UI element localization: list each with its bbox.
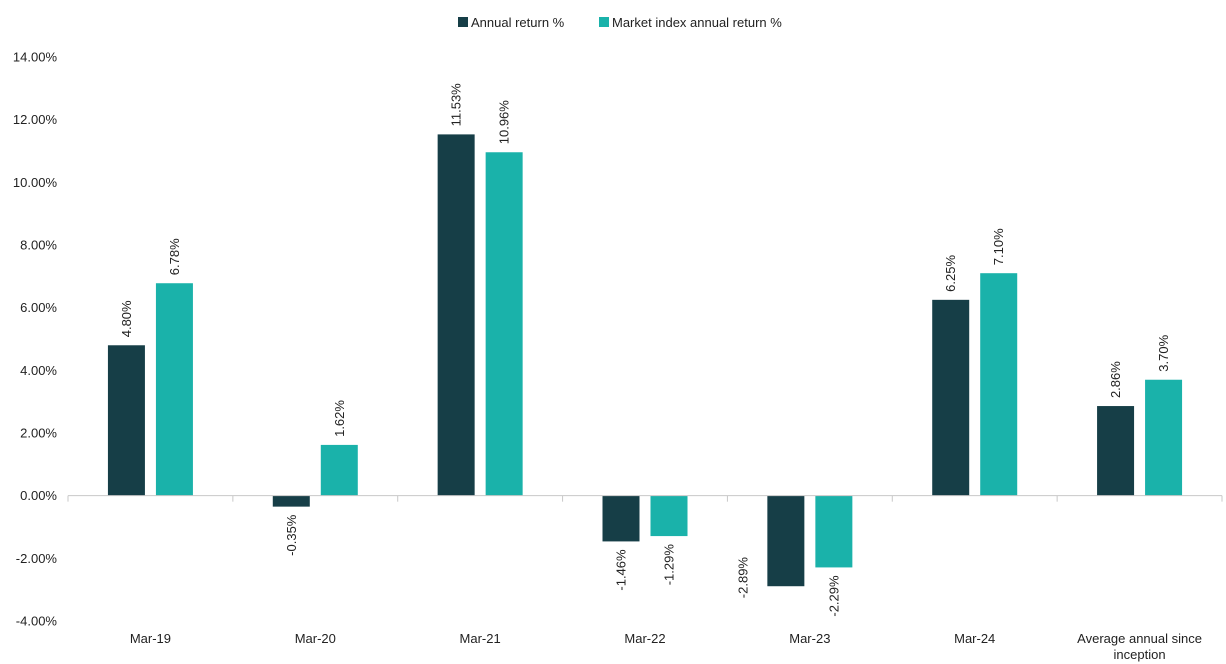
y-tick-label: 2.00%: [20, 426, 57, 441]
bar-market-index-4: [815, 495, 853, 568]
legend-swatch-0: [458, 17, 468, 27]
x-category-label: Average annual since inception: [1077, 631, 1202, 662]
bar-annual-return-1: [272, 495, 310, 507]
x-category-label: Mar-21: [460, 631, 501, 646]
bar-market-index-1: [320, 444, 358, 496]
y-tick-label: 12.00%: [13, 112, 58, 127]
data-label: 11.53%: [449, 83, 464, 127]
bar-annual-return-2: [437, 134, 475, 496]
bar-annual-return-4: [767, 495, 805, 587]
y-tick-label: 8.00%: [20, 238, 57, 253]
y-axis: -4.00% -2.00% 0.00% 2.00% 4.00% 6.00% 8.00% 10.…: [13, 50, 58, 629]
bar-market-index-6: [1145, 379, 1183, 496]
bar-market-index-2: [485, 152, 523, 496]
bar-market-index-3: [650, 495, 688, 537]
x-category-label: Mar-22: [624, 631, 665, 646]
data-label: 6.25%: [943, 255, 958, 292]
x-category-label: Mar-24: [954, 631, 995, 646]
legend-swatch-1: [599, 17, 609, 27]
y-tick-label: 6.00%: [20, 300, 57, 315]
data-label: 4.80%: [119, 300, 134, 337]
bar-annual-return-5: [932, 299, 970, 496]
data-label: 2.86%: [1108, 361, 1123, 398]
data-label: 10.96%: [497, 100, 512, 145]
data-label: -1.46%: [614, 549, 629, 591]
y-tick-label: -2.00%: [16, 551, 58, 566]
bars: 4.80% 6.78% -0.35% 1.62% 11.53% 10.96% -1.46% -…: [107, 83, 1183, 617]
legend-label-0: Annual return %: [471, 15, 565, 30]
x-axis: Mar-19 Mar-20 Mar-21 Mar-22 Mar-23 Mar-24 Aver…: [67, 495, 1223, 662]
legend: Annual return % Market index annual retur…: [458, 15, 782, 30]
data-label: 7.10%: [991, 228, 1006, 265]
bar-market-index-0: [155, 283, 193, 496]
y-tick-label: 14.00%: [13, 50, 58, 65]
data-label: -2.89%: [735, 557, 750, 599]
data-label: 1.62%: [332, 400, 347, 437]
bar-market-index-5: [980, 273, 1018, 496]
data-label: 6.78%: [167, 238, 182, 275]
bar-annual-return-6: [1097, 406, 1135, 496]
bar-annual-return-3: [602, 495, 640, 542]
y-tick-label: 0.00%: [20, 488, 57, 503]
data-label: -0.35%: [284, 514, 299, 556]
x-category-label: Mar-20: [295, 631, 336, 646]
y-tick-label: 10.00%: [13, 175, 58, 190]
y-tick-label: -4.00%: [16, 614, 58, 629]
data-label: 3.70%: [1156, 334, 1171, 371]
bar-annual-return-0: [107, 345, 145, 496]
data-label: -2.29%: [826, 575, 841, 617]
x-category-label: Mar-19: [130, 631, 171, 646]
x-category-label: Mar-23: [789, 631, 830, 646]
data-label: -1.29%: [662, 544, 677, 586]
legend-label-1: Market index annual return %: [612, 15, 782, 30]
y-tick-label: 4.00%: [20, 363, 57, 378]
